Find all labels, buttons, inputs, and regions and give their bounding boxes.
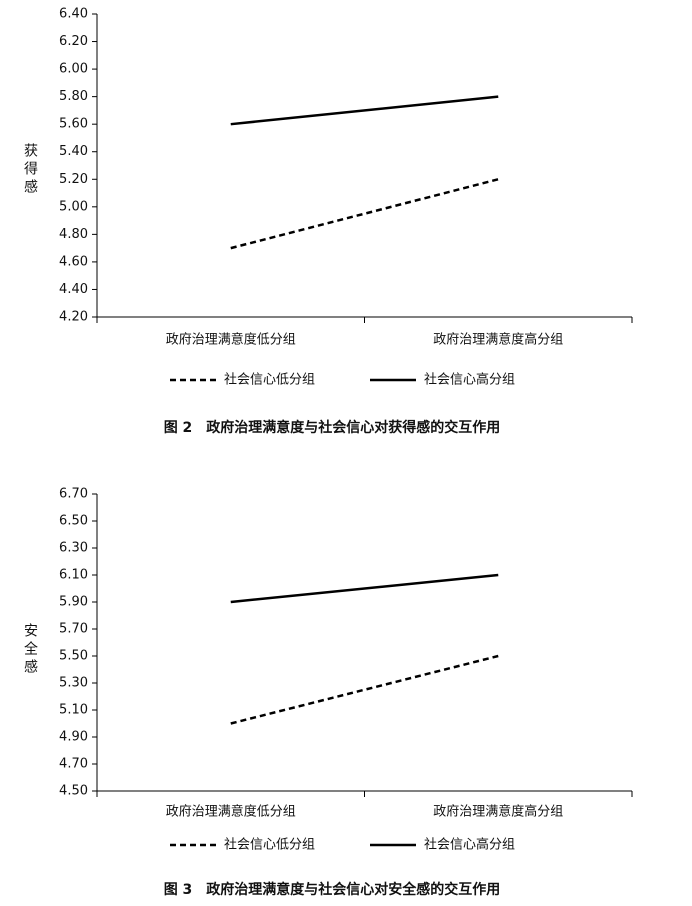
x-tick-label: 政府治理满意度低分组: [166, 332, 296, 348]
y-tick-label: 6.50: [59, 514, 88, 529]
x-tick-label: 政府治理满意度低分组: [166, 804, 296, 820]
y-tick-label: 6.70: [59, 487, 88, 502]
legend-label: 社会信心低分组: [224, 372, 315, 388]
y-tick-label: 4.80: [59, 227, 88, 242]
x-tick-label: 政府治理满意度高分组: [433, 804, 563, 820]
y-tick-label: 5.90: [59, 595, 88, 610]
series-line: [230, 573, 499, 604]
y-axis-label: 获得感: [22, 143, 38, 197]
legend-label: 社会信心高分组: [424, 372, 515, 388]
series-line: [230, 654, 499, 725]
legend-label: 社会信心高分组: [424, 837, 515, 853]
y-tick-label: 6.20: [59, 34, 88, 49]
y-tick-label: 6.40: [59, 7, 88, 22]
chart-caption: 图 3 政府治理满意度与社会信心对安全感的交互作用: [164, 881, 501, 898]
y-tick-label: 5.60: [59, 117, 88, 132]
y-tick-label: 4.70: [59, 757, 88, 772]
y-tick-label: 5.00: [59, 199, 88, 214]
y-tick-label: 4.20: [59, 310, 88, 325]
y-tick-label: 6.30: [59, 541, 88, 556]
y-tick-label: 6.10: [59, 568, 88, 583]
y-tick-label: 5.80: [59, 89, 88, 104]
chart-caption: 图 2 政府治理满意度与社会信心对获得感的交互作用: [164, 419, 501, 436]
y-tick-label: 4.60: [59, 254, 88, 269]
series-line: [230, 178, 499, 250]
series-line: [230, 95, 499, 126]
x-tick-label: 政府治理满意度高分组: [433, 332, 563, 348]
legend-label: 社会信心低分组: [224, 837, 315, 853]
y-tick-label: 5.70: [59, 622, 88, 637]
y-tick-label: 4.90: [59, 730, 88, 745]
y-tick-label: 5.20: [59, 172, 88, 187]
y-tick-label: 5.30: [59, 676, 88, 691]
y-tick-label: 6.00: [59, 62, 88, 77]
y-tick-label: 5.50: [59, 649, 88, 664]
y-tick-label: 4.50: [59, 784, 88, 799]
y-tick-label: 5.40: [59, 144, 88, 159]
y-tick-label: 4.40: [59, 282, 88, 297]
y-axis-label: 安全感: [22, 623, 38, 677]
y-tick-label: 5.10: [59, 703, 88, 718]
